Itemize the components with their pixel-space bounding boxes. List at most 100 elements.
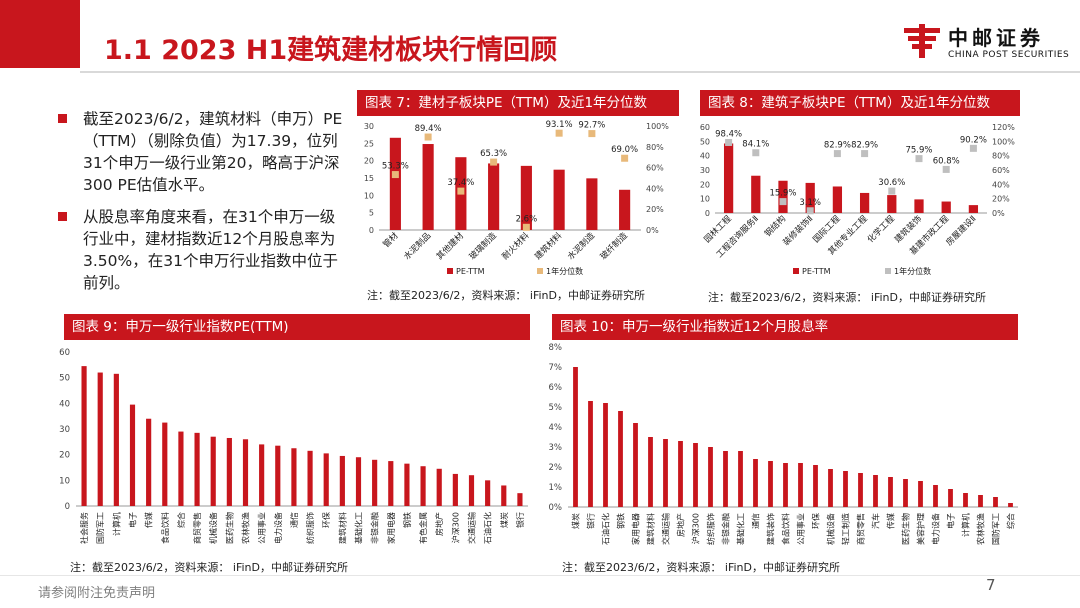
bullet-item: 截至2023/6/2，建筑材料（申万）PE（TTM）（剔除负值）为17.39，位… xyxy=(58,108,348,196)
data-label: 65.3% xyxy=(480,149,507,159)
x-tick-label: 交通运输 xyxy=(661,513,671,545)
value-bar xyxy=(708,447,713,507)
x-tick-label: 国防军工 xyxy=(95,512,105,544)
value-bar xyxy=(194,432,200,506)
y-tick-label: 40 xyxy=(59,399,70,409)
x-tick-label: 装修装饰Ⅱ xyxy=(781,213,816,248)
value-bar xyxy=(259,444,265,506)
percentile-marker xyxy=(522,223,530,231)
value-bar xyxy=(933,485,938,507)
value-bar xyxy=(291,448,297,506)
x-tick-label: 电子 xyxy=(128,512,138,528)
value-bar xyxy=(146,418,152,506)
value-bar xyxy=(113,373,119,506)
value-bar xyxy=(753,459,758,507)
x-tick-label: 国防军工 xyxy=(991,513,1001,545)
percentile-marker xyxy=(588,130,596,138)
data-label: 90.2% xyxy=(960,135,987,145)
x-tick-label: 电力设备 xyxy=(931,513,941,545)
chart7-title: 图表 7：建材子板块PE（TTM）及近1年分位数 xyxy=(357,90,679,116)
x-tick-label: 银行 xyxy=(586,513,596,529)
x-tick-label: 综合 xyxy=(176,512,186,528)
x-tick-label: 农林牧渔 xyxy=(241,512,251,544)
percentile-marker xyxy=(457,187,465,195)
data-label: 84.1% xyxy=(742,140,769,150)
pe-bar xyxy=(723,143,734,213)
value-bar xyxy=(573,367,578,507)
x-tick-label: 水泥制造 xyxy=(565,230,597,262)
x-tick-label: 公用事业 xyxy=(257,512,267,544)
percentile-marker xyxy=(806,207,814,215)
value-bar xyxy=(813,465,818,507)
chart10-plot: 0% 1% 2% 3% 4% 5% 6% 7% 8% 煤炭 银行 石油石化 钢铁 家用电器 建筑材料 交通运输… xyxy=(549,343,1018,545)
x-tick-label: 钢结构 xyxy=(762,213,788,239)
y-tick-label-right: 60% xyxy=(646,164,664,173)
bullet-square-icon xyxy=(58,114,67,123)
x-tick-label: 建筑装饰 xyxy=(766,513,776,545)
chart10-title: 图表 10：申万一级行业指数近12个月股息率 xyxy=(552,314,1018,340)
pe-bar xyxy=(805,182,815,213)
y-tick-label: 7% xyxy=(549,363,563,373)
x-tick-label: 美容护理 xyxy=(916,513,926,545)
x-tick-label: 玻璃制造 xyxy=(467,230,499,262)
data-label: 82.9% xyxy=(851,141,878,151)
y-tick-label: 1% xyxy=(549,483,563,493)
pe-bar xyxy=(941,201,951,213)
x-tick-label: 纺织服饰 xyxy=(706,513,716,545)
x-tick-label: 社会服务 xyxy=(79,512,89,544)
y-tick-label-right: 100% xyxy=(992,137,1015,146)
china-post-logo-icon xyxy=(904,24,940,58)
value-bar xyxy=(918,481,923,507)
x-tick-label: 水泥制品 xyxy=(401,230,433,262)
x-tick-label: 环保 xyxy=(811,513,821,529)
y-tick-label-left: 30 xyxy=(364,122,374,131)
x-tick-label: 电子 xyxy=(946,513,956,529)
x-tick-label: 通信 xyxy=(289,512,299,528)
data-label: 89.4% xyxy=(415,124,442,134)
value-bar xyxy=(501,485,507,506)
value-bar xyxy=(843,471,848,507)
value-bar xyxy=(162,422,168,506)
x-tick-label: 沪深300 xyxy=(450,512,460,543)
y-tick-label-right: 60% xyxy=(992,166,1010,175)
y-tick-label-left: 5 xyxy=(369,209,374,218)
chart8-title: 图表 8：建筑子板块PE（TTM）及近1年分位数 xyxy=(700,90,1020,116)
legend-swatch-percentile xyxy=(885,268,891,274)
y-tick-label: 0 xyxy=(65,502,70,512)
y-tick-label-left: 25 xyxy=(364,139,374,148)
legend-swatch-percentile xyxy=(537,268,543,274)
y-tick-label-right: 100% xyxy=(646,122,669,131)
value-bar xyxy=(210,436,216,506)
value-bar xyxy=(323,453,329,506)
x-tick-label: 通信 xyxy=(751,513,761,529)
y-tick-label-left: 30 xyxy=(700,166,710,175)
x-tick-label: 轻工制造 xyxy=(841,513,851,545)
value-bar xyxy=(648,437,653,507)
value-bar xyxy=(226,437,232,506)
x-tick-label: 机械设备 xyxy=(826,513,836,545)
x-tick-label: 食品饮料 xyxy=(781,513,791,545)
title-divider xyxy=(80,71,1080,73)
value-bar xyxy=(963,493,968,507)
value-bar xyxy=(723,451,728,507)
y-tick-label-left: 0 xyxy=(369,226,374,235)
value-bar xyxy=(693,443,698,507)
value-bar xyxy=(588,401,593,507)
x-tick-label: 建筑材料 xyxy=(532,230,564,262)
x-tick-label: 汽车 xyxy=(871,513,881,529)
footer-divider xyxy=(0,575,1080,576)
value-bar xyxy=(452,473,458,506)
percentile-marker xyxy=(424,133,432,141)
x-tick-label: 化学工程 xyxy=(865,213,897,245)
data-label: 3.1% xyxy=(799,198,821,208)
x-tick-label: 建筑材料 xyxy=(337,512,347,544)
value-bar xyxy=(436,468,442,506)
x-tick-label: 非银金融 xyxy=(721,513,731,545)
value-bar xyxy=(783,463,788,507)
percentile-marker xyxy=(555,129,563,137)
x-tick-label: 煤炭 xyxy=(499,512,509,528)
y-tick-label-left: 60 xyxy=(700,123,710,132)
y-tick-label-right: 40% xyxy=(992,180,1010,189)
bullet-text: 截至2023/6/2，建筑材料（申万）PE（TTM）（剔除负值）为17.39，位… xyxy=(83,110,343,194)
x-tick-label: 沪深300 xyxy=(691,513,701,544)
